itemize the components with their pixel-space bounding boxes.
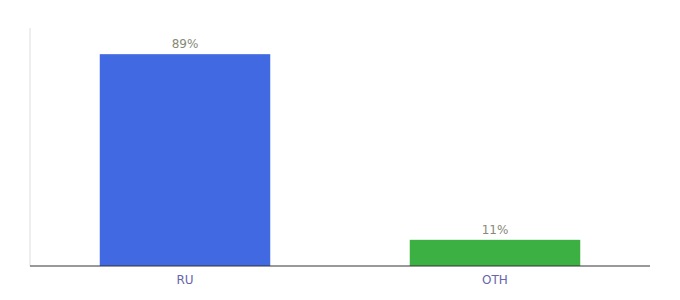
bar: [100, 54, 271, 266]
x-tick-label: OTH: [482, 273, 508, 287]
x-tick-labels: RU OTH: [176, 273, 507, 287]
chart: RU OTH 89% 11%: [0, 0, 680, 300]
data-labels: 89% 11%: [172, 37, 509, 237]
bars: [100, 54, 581, 266]
y-axis-line: [30, 28, 31, 266]
bar: [410, 240, 581, 266]
x-axis-line: [30, 266, 650, 267]
data-label: 11%: [482, 223, 509, 237]
x-tick-label: RU: [176, 273, 193, 287]
chart-container: RU OTH 89% 11%: [0, 0, 680, 300]
data-label: 89%: [172, 37, 199, 51]
